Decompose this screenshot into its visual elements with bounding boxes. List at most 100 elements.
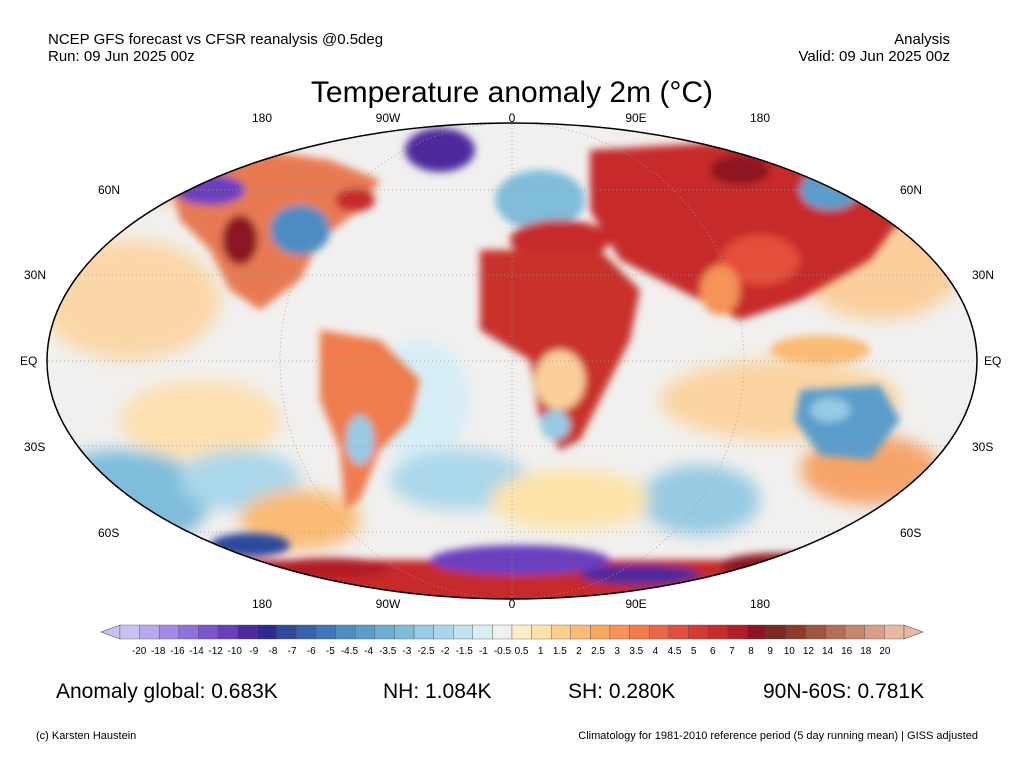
colorbar: [100, 624, 924, 640]
colorbar-swatch: [492, 624, 513, 640]
colorbar-swatch: [551, 624, 572, 640]
analysis-label: Analysis: [894, 31, 950, 48]
map-frame: [46, 122, 978, 600]
colorbar-swatch: [374, 624, 395, 640]
colorbar-swatch: [766, 624, 787, 640]
colorbar-swatch: [453, 624, 474, 640]
lat-right-30n: 30N: [972, 268, 995, 282]
lat-right-60s: 60S: [900, 526, 922, 540]
lat-right-eq: EQ: [984, 354, 1002, 368]
colorbar-tick-label: -3: [402, 646, 412, 657]
colorbar-tick-label: -2: [440, 646, 450, 657]
colorbar-swatch: [786, 624, 807, 640]
colorbar-tick-label: 14: [821, 646, 834, 657]
colorbar-swatch: [256, 624, 277, 640]
colorbar-tick-label: 2: [576, 646, 582, 657]
climatology-note: Climatology for 1981-2010 reference peri…: [578, 730, 978, 742]
lon-bottom-90w: 90W: [375, 597, 401, 611]
colorbar-swatch: [649, 624, 670, 640]
colorbar-swatch: [296, 624, 317, 640]
colorbar-swatch: [531, 624, 552, 640]
colorbar-swatch: [472, 624, 493, 640]
colorbar-tick-label: -20: [131, 646, 147, 657]
colorbar-tick-label: 2.5: [591, 646, 605, 657]
colorbar-swatch: [335, 624, 356, 640]
lon-top-0: 0: [508, 111, 516, 125]
run-label: Run: 09 Jun 2025 00z: [48, 48, 195, 65]
colorbar-swatch: [178, 624, 199, 640]
colorbar-tick-label: -18: [151, 646, 166, 657]
colorbar-swatch: [394, 624, 415, 640]
colorbar-tick-label: -1: [478, 646, 488, 657]
source-label: NCEP GFS forecast vs CFSR reanalysis @0.…: [48, 31, 384, 48]
colorbar-swatch: [354, 624, 375, 640]
colorbar-swatch: [119, 624, 140, 640]
colorbar-max-arrow: [903, 624, 924, 640]
colorbar-tick-label: -5: [325, 646, 335, 657]
lat-right-60n: 60N: [900, 183, 923, 197]
lon-top-90e: 90E: [625, 111, 647, 125]
colorbar-swatch: [159, 624, 180, 640]
colorbar-min-arrow: [100, 624, 121, 640]
colorbar-tick-label: 4.5: [667, 646, 682, 657]
credit-label: (c) Karsten Haustein: [36, 730, 137, 742]
colorbar-swatch: [747, 624, 768, 640]
colorbar-swatch: [707, 624, 728, 640]
colorbar-tick-label: -8: [268, 646, 278, 657]
colorbar-tick-label: 4: [652, 646, 659, 657]
colorbar-tick-label: -7: [287, 646, 297, 657]
stat-nh: NH: 1.084K: [383, 680, 492, 703]
colorbar-tick-label: 20: [879, 646, 891, 657]
colorbar-swatch: [590, 624, 611, 640]
colorbar-tick-label: -12: [208, 646, 223, 657]
lat-left-30s: 30S: [24, 440, 46, 454]
colorbar-tick-label: 3.5: [629, 646, 644, 657]
stat-sh: SH: 0.280K: [568, 680, 676, 703]
colorbar-swatch: [433, 624, 454, 640]
colorbar-tick-label: 16: [841, 646, 853, 657]
colorbar-tick-label: 5: [690, 646, 697, 657]
colorbar-swatch: [668, 624, 689, 640]
colorbar-swatch: [570, 624, 591, 640]
colorbar-tick-label: -2.5: [417, 646, 435, 657]
colorbar-tick-label: -14: [189, 646, 204, 657]
colorbar-swatch: [845, 624, 866, 640]
colorbar-swatch: [825, 624, 846, 640]
colorbar-tick-label: 6: [709, 646, 716, 657]
colorbar-tick-label: -6: [306, 646, 316, 657]
colorbar-swatch: [884, 624, 905, 640]
colorbar-tick-label: 10: [783, 646, 795, 657]
colorbar-tick-label: 3: [614, 646, 620, 657]
colorbar-tick-label: -16: [170, 646, 185, 657]
colorbar-swatch: [315, 624, 336, 640]
lon-top-180e: 180: [749, 111, 771, 125]
colorbar-tick-label: 1.5: [552, 646, 567, 657]
stat-global: Anomaly global: 0.683K: [56, 680, 278, 703]
graticule: [47, 123, 977, 599]
colorbar-tick-label: 0.5: [514, 646, 529, 657]
colorbar-tick-label: -9: [249, 646, 259, 657]
lat-left-60s: 60S: [98, 526, 120, 540]
lat-left-30n: 30N: [24, 268, 47, 282]
colorbar-tick-label: 12: [802, 646, 814, 657]
lon-bottom-0: 0: [508, 597, 516, 611]
colorbar-tick-label: 9: [767, 646, 773, 657]
colorbar-swatch: [688, 624, 709, 640]
colorbar-swatch: [139, 624, 160, 640]
colorbar-tick-label: -1.5: [455, 646, 473, 657]
lon-top-180w: 180: [251, 111, 273, 125]
colorbar-swatch: [511, 624, 532, 640]
colorbar-tick-label: 1: [537, 646, 544, 657]
valid-label: Valid: 09 Jun 2025 00z: [798, 48, 950, 65]
colorbar-tick-label: 8: [748, 646, 754, 657]
colorbar-swatch: [217, 624, 238, 640]
colorbar-tick-label: -3.5: [379, 646, 397, 657]
colorbar-swatch: [727, 624, 748, 640]
lon-bottom-90e: 90E: [625, 597, 647, 611]
colorbar-tick-label: -10: [227, 646, 242, 657]
colorbar-swatch: [629, 624, 650, 640]
map-title: Temperature anomaly 2m (°C): [310, 76, 714, 109]
colorbar-tick-label: -4.5: [340, 646, 359, 657]
colorbar-swatch: [413, 624, 434, 640]
